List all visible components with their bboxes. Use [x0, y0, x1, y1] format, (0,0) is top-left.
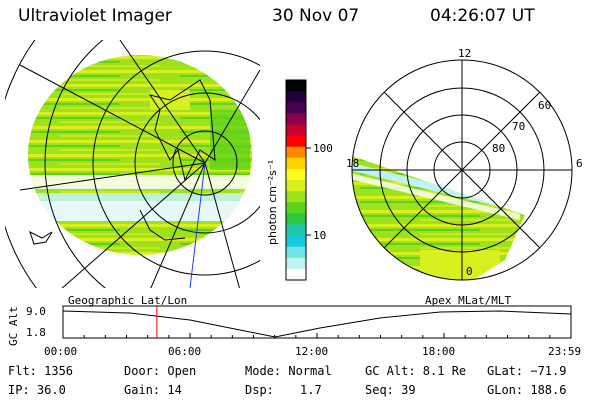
- colorbar-unit-label: photon cm⁻²s⁻¹: [266, 159, 279, 245]
- glat-value: GLat: −71.9: [487, 364, 567, 378]
- colorbar-segment: [286, 102, 306, 114]
- mode-value: Mode: Normal: [245, 364, 332, 378]
- date-label: 30 Nov 07: [272, 6, 360, 26]
- colorbar-segment: [286, 80, 306, 92]
- colorbar-tick-10: 10: [313, 229, 327, 242]
- colorbar-segment: [286, 224, 306, 237]
- colorbar-tick-100: 100: [313, 142, 333, 155]
- mlat-label-80: 80: [492, 142, 506, 155]
- gain-value: Gain: 14: [124, 383, 182, 397]
- xtick-2359: 23:59: [548, 345, 582, 358]
- polar-image: [351, 59, 573, 281]
- instrument-title: Ultraviolet Imager: [18, 6, 172, 26]
- colorbar-segment: [286, 180, 306, 192]
- colorbar-segment: [286, 191, 306, 203]
- colorbar-segment: [286, 124, 306, 137]
- geographic-label: Geographic Lat/Lon: [68, 294, 188, 307]
- colorbar-segment: [286, 135, 306, 148]
- sequence-value: Seq: 39: [365, 383, 416, 397]
- mlt-label-12: 12: [458, 47, 472, 60]
- ytick-high: 9.0: [26, 305, 46, 318]
- mlt-label-6: 6: [576, 157, 583, 170]
- dsp-label: Dsp:: [245, 383, 274, 397]
- mlt-label-0: 0: [466, 265, 473, 278]
- colorbar-segment: [286, 257, 306, 270]
- mlat-label-70: 70: [512, 120, 526, 133]
- gc-alt-axis-label: GC Alt: [7, 306, 20, 346]
- mlt-label-18: 18: [346, 157, 360, 170]
- time-label: 04:26:07 UT: [430, 6, 535, 26]
- geographic-image: [5, 40, 260, 288]
- ip-value: IP: 36.0: [8, 383, 66, 397]
- gc-alt-value: GC Alt: 8.1 Re: [365, 364, 467, 378]
- colorbar-segment: [286, 157, 306, 170]
- colorbar-segment: [286, 235, 306, 248]
- dsp-value: 1.7: [300, 383, 322, 397]
- colorbar-segment: [286, 91, 306, 103]
- timeline-ticks: [62, 333, 572, 338]
- glon-value: GLon: 188.6: [487, 383, 567, 397]
- colorbar-segment: [286, 146, 306, 159]
- flight-number: Flt: 1356: [8, 364, 74, 378]
- colorbar-segment: [286, 168, 306, 181]
- colorbar-segment: [286, 268, 306, 281]
- xtick-1200: 12:00: [295, 345, 329, 358]
- door-status: Door: Open: [124, 364, 197, 378]
- colorbar: [286, 80, 306, 281]
- xtick-0000: 00:00: [44, 345, 78, 358]
- colorbar-segment: [286, 113, 306, 125]
- colorbar-segment: [286, 202, 306, 214]
- mlat-label-60: 60: [538, 99, 552, 112]
- xtick-1800: 18:00: [422, 345, 456, 358]
- xtick-0600: 06:00: [168, 345, 202, 358]
- colorbar-segment: [286, 246, 306, 259]
- ytick-low: 1.8: [26, 326, 46, 339]
- apex-label: Apex MLat/MLT: [425, 294, 512, 307]
- colorbar-segment: [286, 213, 306, 225]
